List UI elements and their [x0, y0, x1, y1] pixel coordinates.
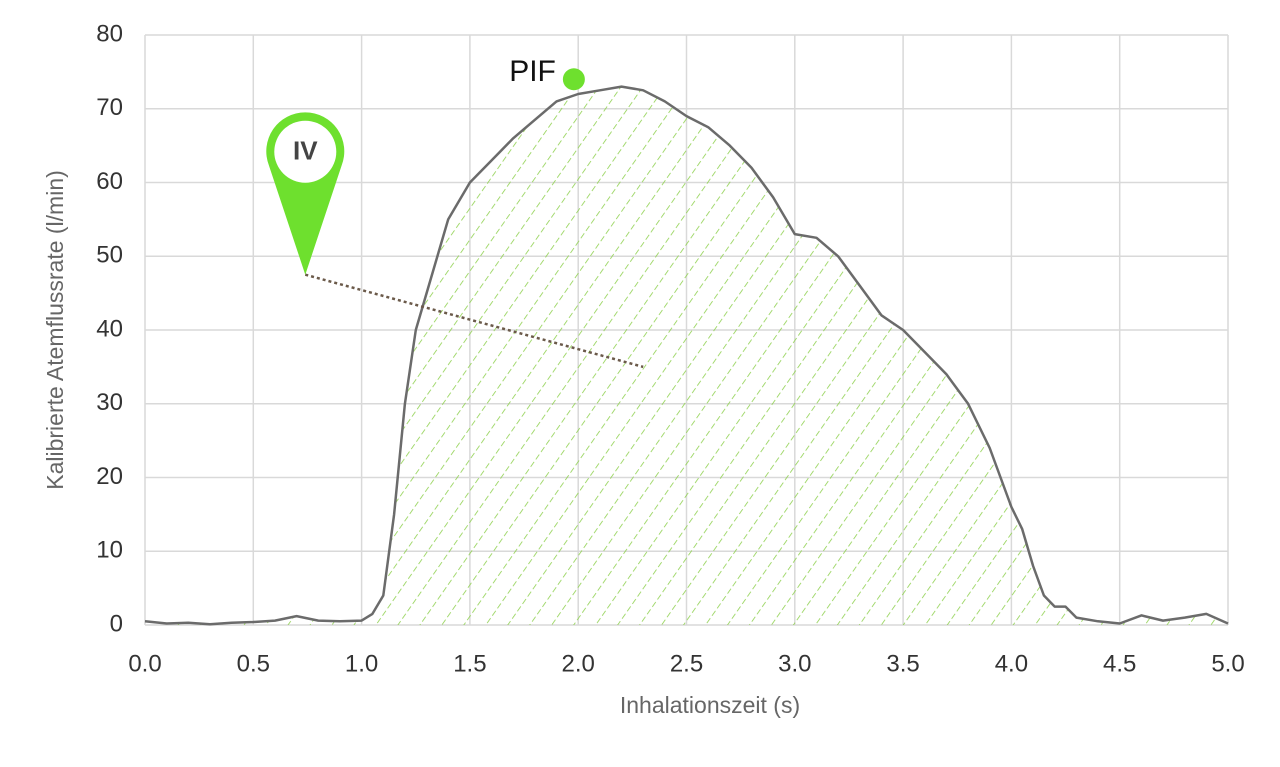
y-tick-label: 80 [96, 20, 123, 47]
x-tick-label: 4.0 [995, 650, 1028, 677]
x-tick-label: 5.0 [1211, 650, 1244, 677]
x-tick-label: 1.5 [453, 650, 486, 677]
flow-line [144, 85, 1229, 626]
y-tick-label: 60 [96, 168, 123, 195]
y-tick-label: 20 [96, 463, 123, 490]
iv-label: IV [293, 136, 318, 166]
x-tick-label: 2.5 [670, 650, 703, 677]
x-axis-label: Inhalationszeit (s) [620, 692, 800, 718]
x-tick-label: 0.5 [237, 650, 270, 677]
area-hatch [145, 86, 1228, 626]
y-tick-label: 40 [96, 315, 123, 342]
x-tick-label: 2.0 [562, 650, 595, 677]
pif-marker [562, 68, 585, 91]
iv-pin-hole [274, 120, 337, 183]
x-tick-label: 1.0 [345, 650, 378, 677]
pif-label: PIF [509, 55, 556, 88]
y-axis-label: Kalibrierte Atemflussrate (l/min) [42, 170, 68, 490]
x-tick-label: 3.5 [886, 650, 919, 677]
x-tick-label: 0.0 [128, 650, 161, 677]
y-tick-label: 10 [96, 537, 123, 564]
y-tick-label: 50 [96, 242, 123, 269]
y-tick-label: 0 [110, 610, 123, 637]
x-tick-label: 3.0 [778, 650, 811, 677]
x-tick-label: 4.5 [1103, 650, 1136, 677]
y-tick-label: 30 [96, 389, 123, 416]
y-tick-label: 70 [96, 94, 123, 121]
iv-pointer [304, 273, 644, 369]
